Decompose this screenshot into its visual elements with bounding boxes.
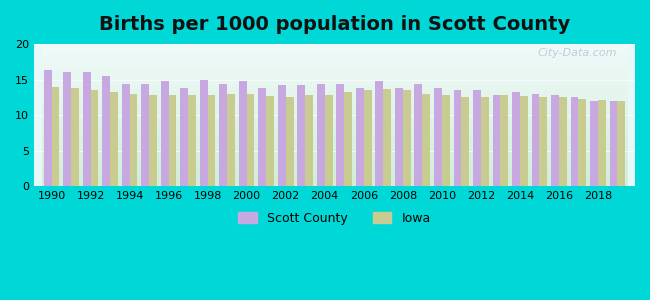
Bar (200, 80, 207, 186)
Bar (102, 76, 110, 186)
Bar (512, 92, 520, 186)
Bar (473, 90, 481, 186)
Bar (71, 88, 79, 186)
Bar (454, 90, 462, 186)
Bar (188, 95, 196, 186)
Bar (540, 97, 547, 186)
Bar (434, 88, 442, 186)
Bar (356, 88, 364, 186)
Bar (44, 70, 51, 186)
Bar (520, 96, 528, 186)
Bar (344, 92, 352, 186)
Bar (500, 95, 508, 186)
Bar (590, 101, 598, 186)
Bar (384, 89, 391, 186)
Bar (266, 96, 274, 186)
Bar (610, 101, 617, 186)
Bar (403, 90, 411, 186)
Bar (306, 95, 313, 186)
Bar (129, 94, 137, 186)
Bar (278, 85, 286, 186)
Bar (532, 94, 539, 186)
Bar (298, 85, 305, 186)
Bar (618, 101, 625, 186)
Bar (337, 84, 344, 186)
Bar (559, 97, 567, 186)
Bar (325, 95, 333, 186)
Bar (376, 81, 384, 186)
Bar (207, 95, 215, 186)
Bar (415, 84, 422, 186)
Bar (239, 81, 247, 186)
Bar (462, 97, 469, 186)
Bar (168, 95, 176, 186)
Bar (83, 72, 90, 186)
Bar (161, 81, 168, 186)
Bar (110, 92, 118, 186)
Bar (63, 72, 71, 186)
Bar (247, 94, 255, 186)
Bar (286, 97, 294, 186)
Bar (227, 94, 235, 186)
Bar (219, 84, 227, 186)
Bar (122, 84, 129, 186)
Bar (481, 97, 489, 186)
Legend: Scott County, Iowa: Scott County, Iowa (233, 207, 436, 230)
Bar (90, 90, 98, 186)
Bar (395, 88, 403, 186)
Text: City-Data.com: City-Data.com (538, 48, 617, 58)
Bar (422, 94, 430, 186)
Bar (442, 95, 450, 186)
Bar (364, 90, 372, 186)
Bar (493, 95, 500, 186)
Bar (551, 95, 559, 186)
Bar (259, 88, 266, 186)
Title: Births per 1000 population in Scott County: Births per 1000 population in Scott Coun… (99, 15, 570, 34)
Bar (317, 84, 325, 186)
Bar (578, 99, 586, 186)
Bar (141, 84, 149, 186)
Bar (598, 100, 606, 186)
Bar (149, 95, 157, 186)
Bar (571, 97, 578, 186)
Bar (51, 87, 59, 186)
Bar (180, 88, 188, 186)
